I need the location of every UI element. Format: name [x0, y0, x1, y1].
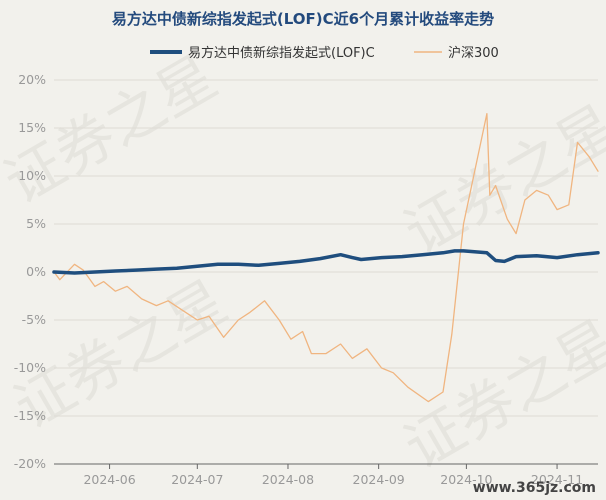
series	[52, 112, 600, 403]
grid	[54, 79, 598, 465]
watermark-url: www.365jz.com	[473, 480, 596, 496]
y-tick-label: 20%	[18, 72, 46, 87]
chart-title: 易方达中债新综指发起式(LOF)C近6个月累计收益率走势	[112, 10, 494, 28]
y-tick-label: 5%	[26, 216, 46, 231]
y-tick-label: -15%	[14, 408, 46, 423]
x-tick-label: 2024-11	[531, 472, 583, 487]
legend-label-index: 沪深300	[448, 45, 499, 61]
y-tick-label: -5%	[22, 312, 46, 327]
x-tick-label: 2024-10	[440, 472, 492, 487]
watermark-text: 证券之星	[393, 307, 606, 482]
series-line-fund	[52, 249, 600, 275]
y-tick-label: -20%	[14, 456, 46, 471]
y-axis-ticks: 20% 15% 10% 5% 0% -5% -10% -15% -20%	[14, 72, 46, 471]
x-tick-label: 2024-07	[171, 472, 223, 487]
y-tick-label: 0%	[26, 264, 46, 279]
x-tick-label: 2024-09	[353, 472, 405, 487]
x-tick-label: 2024-06	[83, 472, 135, 487]
legend-label-fund: 易方达中债新综指发起式(LOF)C	[188, 45, 375, 61]
watermark-text: 证券之星	[393, 92, 606, 267]
y-tick-label: 10%	[18, 168, 46, 183]
series-line-index	[53, 112, 599, 403]
y-tick-label: -10%	[14, 360, 46, 375]
x-axis-ticks: 2024-06 2024-07 2024-08 2024-09 2024-10 2024-…	[83, 464, 583, 487]
legend: 易方达中债新综指发起式(LOF)C 沪深300	[150, 45, 499, 61]
y-tick-label: 15%	[18, 120, 46, 135]
x-tick-label: 2024-08	[262, 472, 314, 487]
